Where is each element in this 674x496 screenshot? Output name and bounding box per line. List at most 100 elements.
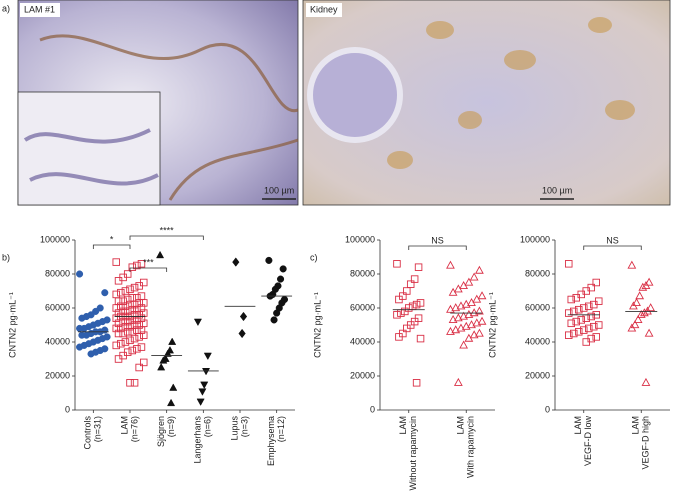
- panel-label: b): [2, 252, 10, 262]
- point: [464, 277, 474, 286]
- point: [238, 328, 246, 339]
- point: [565, 331, 573, 339]
- point: [646, 303, 656, 312]
- point: [595, 321, 603, 329]
- y-tick-label: 20000: [525, 370, 550, 380]
- point: [582, 338, 591, 346]
- point: [567, 295, 576, 304]
- point: [453, 284, 463, 293]
- point: [239, 311, 248, 322]
- point: [78, 331, 86, 339]
- x-tick-label: LAM: [119, 416, 129, 435]
- point: [469, 272, 479, 281]
- point: [273, 309, 281, 317]
- significance-label: ***: [143, 257, 154, 267]
- point: [130, 283, 139, 292]
- point: [412, 300, 421, 309]
- point: [629, 301, 638, 310]
- x-tick-label: Lupus: [229, 416, 239, 441]
- point: [265, 256, 273, 264]
- y-tick-label: 80000: [350, 268, 375, 278]
- point: [395, 295, 403, 304]
- point: [168, 337, 177, 345]
- point: [416, 299, 425, 307]
- x-tick-label: VEGF-D high: [641, 416, 651, 470]
- panel-label: c): [310, 252, 318, 262]
- point: [577, 316, 586, 324]
- point: [114, 319, 123, 328]
- y-axis-label: CNTN2 pg·mL⁻¹: [487, 292, 497, 358]
- point: [128, 294, 137, 302]
- significance-bracket: [129, 235, 204, 240]
- point: [582, 314, 591, 322]
- x-tick-label: (n=9): [166, 416, 176, 437]
- point: [446, 260, 455, 269]
- point: [112, 258, 120, 266]
- point: [133, 326, 141, 334]
- point: [279, 265, 287, 273]
- point: [126, 336, 134, 345]
- point: [587, 312, 596, 321]
- point: [133, 305, 141, 314]
- point: [137, 304, 146, 312]
- y-tick-label: 20000: [350, 370, 375, 380]
- point: [130, 334, 139, 343]
- point: [101, 289, 109, 297]
- point: [393, 311, 401, 319]
- x-tick-label: LAM: [398, 416, 408, 435]
- point: [137, 326, 146, 334]
- point: [119, 317, 127, 326]
- point: [406, 280, 415, 288]
- point: [446, 326, 455, 335]
- point: [135, 299, 143, 307]
- point: [475, 306, 484, 315]
- point: [472, 294, 482, 303]
- point: [627, 323, 637, 332]
- point: [403, 287, 411, 295]
- point: [123, 328, 132, 336]
- tissue-strand: [23, 128, 159, 186]
- point: [130, 300, 139, 309]
- point: [630, 320, 640, 329]
- point: [469, 330, 479, 339]
- significance-label: NS: [606, 235, 619, 245]
- y-tick-label: 60000: [525, 302, 550, 312]
- point: [78, 314, 86, 322]
- point: [135, 282, 143, 290]
- point: [121, 302, 130, 311]
- point: [167, 398, 176, 407]
- point: [585, 324, 593, 333]
- point: [467, 320, 476, 329]
- point: [644, 328, 654, 337]
- point: [159, 356, 168, 364]
- point: [590, 300, 598, 309]
- point: [76, 270, 84, 278]
- point: [565, 309, 573, 317]
- x-tick-label: (n=12): [276, 416, 286, 442]
- point: [133, 294, 141, 302]
- point: [469, 308, 479, 317]
- point: [201, 368, 211, 376]
- y-axis-label: CNTN2 pg·mL⁻¹: [7, 292, 17, 358]
- point: [461, 299, 471, 308]
- point: [126, 285, 134, 294]
- point: [130, 311, 139, 319]
- significance-label: NS: [431, 235, 444, 245]
- y-tick-label: 0: [370, 404, 375, 414]
- point: [121, 287, 130, 295]
- point: [137, 292, 146, 300]
- x-tick-label: (n=6): [203, 416, 213, 437]
- point: [565, 260, 573, 268]
- significance-bracket: [408, 245, 467, 250]
- y-tick-label: 40000: [525, 336, 550, 346]
- point: [446, 304, 455, 313]
- y-tick-label: 80000: [525, 268, 550, 278]
- scale-label: 100 µm: [542, 185, 572, 195]
- point: [467, 298, 476, 306]
- x-tick-label: Langerhans: [193, 416, 203, 464]
- point: [408, 302, 417, 311]
- point: [393, 260, 401, 268]
- point: [590, 322, 598, 331]
- y-tick-label: 80000: [45, 268, 70, 278]
